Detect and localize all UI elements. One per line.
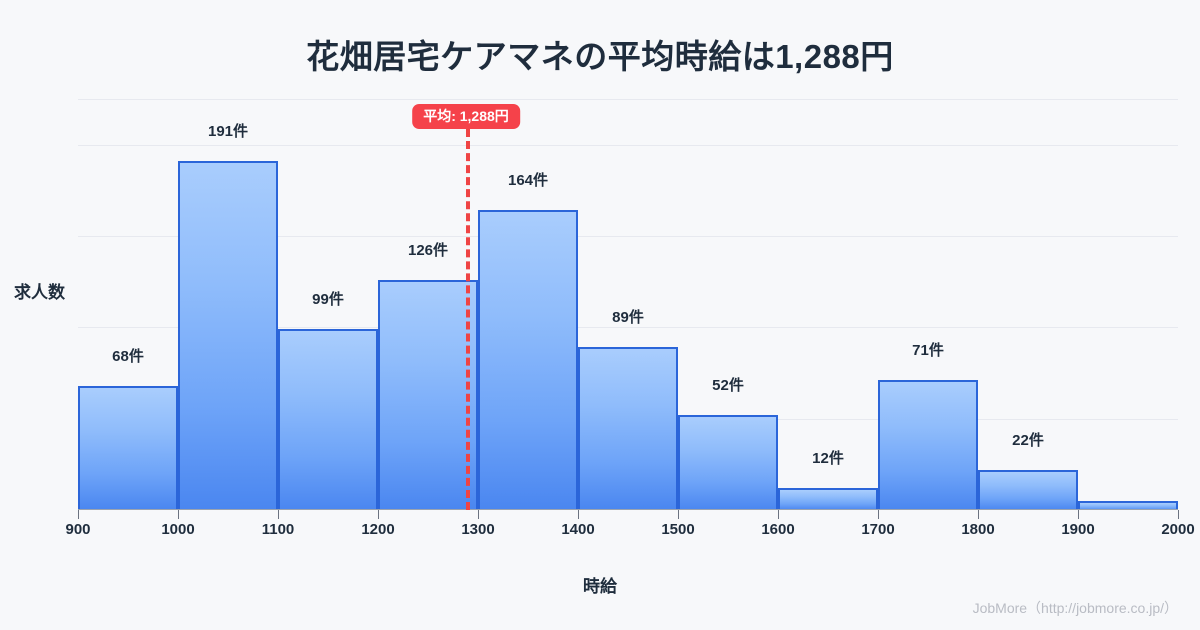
bar[interactable] <box>578 347 678 510</box>
x-axis-tick <box>678 510 679 519</box>
bar[interactable] <box>78 385 178 510</box>
bar-value-label: 89件 <box>612 309 644 327</box>
x-axis-tick <box>978 510 979 519</box>
bar-value-label: 22件 <box>1012 431 1044 449</box>
x-axis-tick-label: 1300 <box>461 521 495 538</box>
bar-value-label: 126件 <box>407 241 449 259</box>
x-axis-tick-label: 1200 <box>361 521 395 538</box>
x-axis-tick <box>878 510 879 519</box>
x-axis-tick-label: 1700 <box>861 521 895 538</box>
x-axis-tick-label: 1600 <box>761 521 795 538</box>
x-axis-tick <box>78 510 79 519</box>
gridline <box>78 144 1178 146</box>
gridline <box>78 236 1178 237</box>
bar[interactable] <box>278 329 378 510</box>
bar[interactable] <box>778 488 878 510</box>
bar-value-label: 99件 <box>312 291 344 309</box>
x-axis-tick <box>278 510 279 519</box>
gridline <box>78 99 1178 100</box>
x-axis-tick-label: 1100 <box>261 521 295 538</box>
gridline <box>78 327 1178 329</box>
bar[interactable] <box>178 161 278 510</box>
x-axis-tick-label: 1000 <box>161 521 195 538</box>
x-axis-baseline <box>78 509 1178 510</box>
x-axis-tick <box>178 510 179 519</box>
bar[interactable] <box>878 380 978 510</box>
footer-credit: JobMore（http://jobmore.co.jp/） <box>972 600 1178 616</box>
bar-value-label: 68件 <box>112 347 144 365</box>
bar-value-label: 12件 <box>812 450 844 468</box>
bar[interactable] <box>478 210 578 510</box>
bar-value-label: 191件 <box>207 123 249 141</box>
x-axis-tick-label: 2000 <box>1161 521 1195 538</box>
x-axis-tick-label: 900 <box>65 521 91 538</box>
average-line <box>466 129 470 510</box>
plot-area: 68件 191件 99件 126件 164件 89件 52件 12件 71件 22件 <box>78 99 1178 510</box>
bar[interactable] <box>378 279 478 510</box>
x-axis-tick <box>578 510 579 519</box>
x-axis-tick <box>1078 510 1079 519</box>
x-axis-tick-label: 1800 <box>961 521 995 538</box>
bar[interactable] <box>978 469 1078 510</box>
average-badge: 平均: 1,288円 <box>412 104 520 129</box>
bar[interactable] <box>678 415 778 510</box>
bars-layer: 68件 191件 99件 126件 164件 89件 52件 12件 71件 22件 <box>78 99 1178 510</box>
bar-value-label: 52件 <box>712 377 744 395</box>
x-axis-tick <box>778 510 779 519</box>
x-axis-tick <box>478 510 479 519</box>
x-axis-tick-label: 1500 <box>661 521 695 538</box>
bar-value-label: 164件 <box>507 172 549 190</box>
page-title: 花畑居宅ケアマネの平均時給は1,288円 <box>306 38 894 75</box>
x-axis-tick-label: 1400 <box>561 521 595 538</box>
x-axis-title: 時給 <box>583 577 617 596</box>
bar[interactable] <box>1078 500 1178 510</box>
x-axis-tick <box>378 510 379 519</box>
x-axis-tick <box>1178 510 1179 519</box>
y-axis-title: 求人数 <box>14 283 65 302</box>
bar-value-label: 71件 <box>912 342 944 360</box>
x-axis-tick-label: 1900 <box>1061 521 1095 538</box>
